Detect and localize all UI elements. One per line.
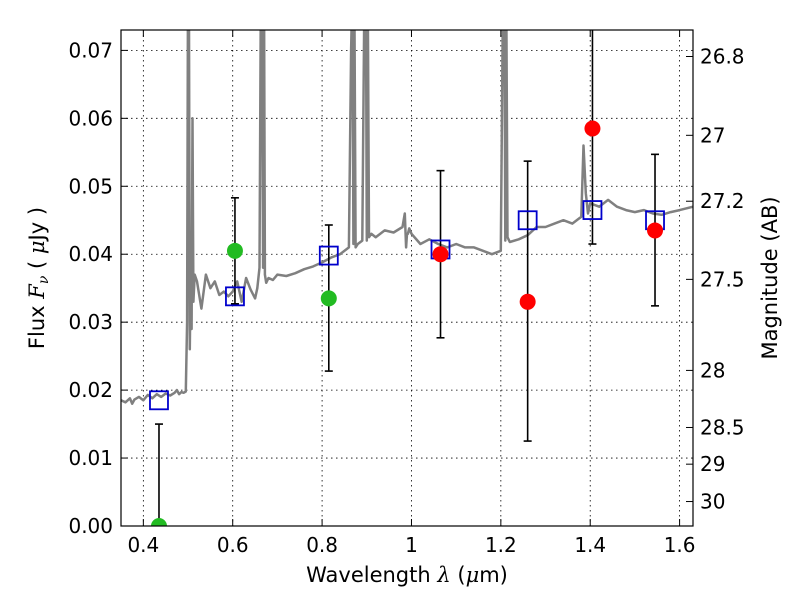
- mag-tick-label: 30: [700, 490, 725, 514]
- grid: [121, 30, 693, 527]
- y-axis-label-right: Magnitude (AB): [758, 196, 782, 359]
- y-tick-label: 0.03: [68, 310, 113, 334]
- y-tick-label: 0.06: [68, 106, 113, 130]
- axis-ticks: [121, 30, 693, 527]
- observed-photometry-points: [150, 120, 664, 526]
- x-tick-label: 0.4: [127, 533, 159, 557]
- x-tick-label: 1: [405, 533, 418, 557]
- model-point: [149, 390, 169, 411]
- y-tick-label: 0.01: [68, 446, 113, 470]
- observed-point: [647, 222, 664, 239]
- mag-tick-label: 28: [700, 358, 725, 382]
- mag-tick-label: 27.2: [700, 189, 745, 213]
- mag-tick-label: 27.5: [700, 267, 745, 291]
- x-tick-label: 0.6: [217, 533, 249, 557]
- mag-tick-label: 26.8: [700, 44, 745, 68]
- observed-point: [519, 293, 536, 310]
- y-axis-label-left: Flux Fν ( μJy ): [25, 207, 52, 349]
- y-tick-label: 0.02: [68, 378, 113, 402]
- x-tick-label: 1.6: [664, 533, 696, 557]
- y-tick-labels: 0.00 0.01 0.02 0.03 0.04 0.05 0.06 0.07: [68, 38, 113, 538]
- x-tick-label: 1.4: [574, 533, 606, 557]
- y-tick-label: 0.05: [68, 174, 113, 198]
- observed-point: [320, 290, 337, 307]
- y-tick-label: 0.00: [68, 514, 113, 538]
- plot-frame: [120, 29, 694, 527]
- x-tick-label: 1.2: [485, 533, 517, 557]
- x-axis-label: Wavelength λ (μm): [306, 563, 508, 587]
- mag-tick-label: 29: [700, 452, 725, 476]
- observed-point: [226, 242, 243, 259]
- x-tick-label: 0.8: [306, 533, 338, 557]
- model-point: [225, 286, 245, 307]
- model-point: [318, 245, 339, 266]
- mag-tick-label: 27: [700, 123, 725, 147]
- y-tick-label: 0.04: [68, 242, 113, 266]
- x-tick-labels: 0.4 0.6 0.8 1 1.2 1.4 1.6: [127, 533, 695, 557]
- y-tick-label: 0.07: [68, 38, 113, 62]
- model-point: [517, 210, 538, 231]
- observed-point: [432, 246, 449, 263]
- observed-point: [584, 120, 601, 137]
- magnitude-tick-labels: 26.8 27 27.2 27.5 28 28.5 29 30: [700, 44, 745, 513]
- model-point: [582, 200, 603, 220]
- observed-point: [150, 518, 167, 526]
- mag-tick-label: 28.5: [700, 415, 745, 439]
